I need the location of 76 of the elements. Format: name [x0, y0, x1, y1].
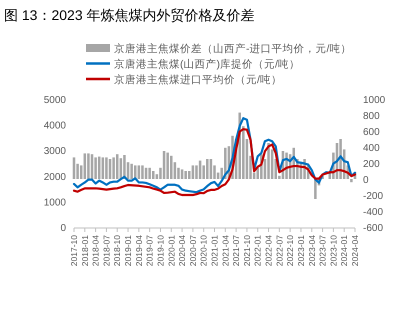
x-tick-label: 2021-10 — [242, 234, 252, 266]
bar — [180, 169, 184, 179]
x-tick-label: 2020-10 — [198, 234, 209, 266]
bar — [141, 165, 144, 179]
bar — [90, 154, 94, 179]
y2-tick-label: 800 — [363, 111, 380, 122]
legend-label: 京唐港主焦煤(山西产)库提价（元/吨） — [114, 58, 300, 70]
y2-tick-label: -600 — [363, 223, 384, 234]
y2-tick-label: -400 — [363, 207, 384, 218]
bar — [192, 165, 194, 179]
x-tick-label: 2022-04 — [264, 234, 274, 266]
x-tick-label: 2024-01 — [339, 234, 350, 266]
y2-tick-label: 400 — [363, 143, 380, 154]
x-tick-label: 2022-01 — [252, 234, 263, 266]
x-tick-label: 2018-10 — [112, 234, 122, 266]
bar — [162, 151, 166, 179]
x-tick-label: 2023-07 — [318, 234, 328, 266]
bar — [138, 165, 140, 179]
x-tick-label: 2021-01 — [210, 234, 220, 266]
y2-tick-label: -200 — [363, 191, 384, 202]
x-tick-label: 2022-07 — [274, 234, 284, 266]
y-tick-label: 2000 — [44, 172, 66, 183]
y-tick-label: 1000 — [44, 197, 66, 208]
x-tick-label: 2022-10 — [285, 234, 296, 266]
bar — [98, 156, 100, 179]
bar — [112, 157, 115, 179]
x-tick-label: 2019-04 — [134, 234, 144, 266]
x-tick-label: 2023-10 — [328, 234, 338, 266]
bar — [166, 152, 169, 179]
x-tick-label: 2021-07 — [231, 234, 242, 266]
bar — [72, 157, 76, 179]
x-tick-label: 2019-07 — [144, 234, 155, 266]
bar — [210, 159, 212, 179]
x-tick-label: 2019-10 — [155, 234, 166, 266]
x-tick-label: 2020-01 — [166, 234, 176, 266]
bar — [120, 158, 122, 179]
bar — [170, 156, 173, 179]
legend-label: 京唐港主焦煤价差（山西产-进口平均价，元/吨） — [114, 42, 352, 55]
bar — [267, 143, 270, 179]
x-tick-label: 2020-04 — [177, 234, 188, 266]
bar — [206, 159, 209, 179]
y2-tick-label: 0 — [363, 175, 369, 186]
x-tick-label: 2021-04 — [220, 234, 230, 266]
bar — [350, 179, 353, 182]
x-tick-label: 2018-01 — [80, 234, 90, 266]
bar — [184, 171, 187, 179]
y-tick-label: 4000 — [44, 120, 66, 132]
x-tick-label: 2018-07 — [101, 234, 112, 266]
legend-label: 京唐港主焦煤进口平均价（元/吨） — [114, 73, 282, 86]
bar — [152, 171, 155, 179]
bar — [84, 153, 86, 179]
bar — [94, 157, 97, 179]
bar — [102, 157, 104, 179]
y2-tick-label: 1000 — [363, 95, 386, 106]
bar — [148, 168, 151, 179]
x-tick-label: 2023-04 — [306, 234, 317, 266]
bar — [144, 168, 148, 179]
x-tick-label: 2017-10 — [69, 234, 79, 266]
y-tick-label: 5000 — [44, 95, 66, 106]
y2-tick-label: 600 — [363, 127, 380, 138]
bar — [116, 154, 118, 179]
x-tick-label: 2019-01 — [123, 234, 134, 266]
x-tick-label: 2024-04 — [350, 234, 360, 266]
x-tick-label: 2020-07 — [188, 234, 198, 266]
bar — [198, 160, 202, 179]
y-tick-label: 3000 — [44, 146, 66, 158]
x-tick-label: 2023-01 — [296, 234, 306, 266]
bar — [314, 179, 317, 199]
title: 图 13：2023 年炼焦煤内外贸价格及价差 — [4, 7, 254, 23]
y2-tick-label: 200 — [363, 159, 380, 170]
y-tick-label: 0 — [60, 223, 66, 234]
bar — [87, 153, 90, 179]
bar — [105, 157, 108, 179]
bar — [108, 159, 112, 179]
x-tick-label: 2018-04 — [90, 234, 101, 266]
bar — [130, 164, 133, 179]
